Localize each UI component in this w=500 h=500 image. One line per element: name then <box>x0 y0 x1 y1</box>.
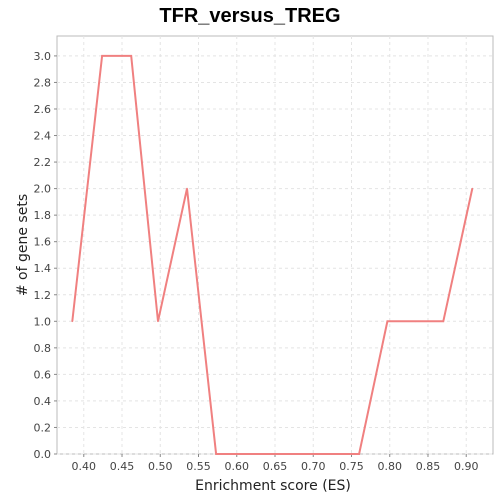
chart-title: TFR_versus_TREG <box>159 5 340 27</box>
y-tick-label: 3.0 <box>34 50 52 63</box>
x-tick-label: 0.75 <box>339 460 364 473</box>
y-tick-label: 2.2 <box>34 156 52 169</box>
data-point <box>186 187 188 190</box>
x-tick-label: 0.55 <box>186 460 211 473</box>
data-point <box>414 320 417 323</box>
y-tick-label: 0.4 <box>34 395 52 408</box>
y-tick-label: 1.2 <box>34 289 52 302</box>
x-tick-label: 0.85 <box>416 460 441 473</box>
y-tick-label: 2.0 <box>34 183 52 196</box>
data-point <box>245 453 247 455</box>
y-tick-label: 0.6 <box>34 368 52 381</box>
y-tick-label: 1.6 <box>34 236 52 249</box>
x-tick-label: 0.60 <box>225 460 250 473</box>
data-point <box>386 320 389 323</box>
x-tick-label: 0.45 <box>110 460 135 473</box>
x-tick-label: 0.80 <box>377 460 402 473</box>
y-tick-label: 1.8 <box>34 209 52 222</box>
y-tick-label: 0.2 <box>34 421 52 434</box>
x-tick-label: 0.40 <box>72 460 97 473</box>
x-tick-label: 0.70 <box>301 460 326 473</box>
data-point <box>471 187 474 190</box>
y-tick-label: 1.0 <box>34 315 52 328</box>
y-tick-label: 2.4 <box>34 130 52 143</box>
x-tick-label: 0.50 <box>148 460 173 473</box>
grid <box>57 36 493 455</box>
data-point <box>215 453 217 455</box>
y-tick-label: 2.8 <box>34 76 52 89</box>
series-group <box>71 54 474 455</box>
y-tick-label: 0.0 <box>34 448 52 461</box>
x-tick-label: 0.90 <box>454 460 479 473</box>
data-point <box>358 453 360 455</box>
data-point <box>274 453 276 455</box>
x-tick-label: 0.65 <box>263 460 288 473</box>
data-point <box>442 320 445 323</box>
data-point <box>157 320 159 323</box>
data-point <box>329 453 331 455</box>
axes: 0.0 0.2 0.4 0.6 0.8 1.0 1.2 1.4 1.6 1.8 2.0 2.2 2.4 2… <box>34 50 479 473</box>
data-point <box>130 55 132 57</box>
y-tick-label: 0.8 <box>34 342 52 355</box>
y-axis-label: # of gene sets <box>15 194 31 296</box>
x-axis-label: Enrichment score (ES) <box>195 478 351 494</box>
y-tick-label: 2.6 <box>34 103 52 116</box>
data-point <box>301 453 304 455</box>
y-tick-label: 1.4 <box>34 262 52 275</box>
data-point <box>101 55 103 57</box>
data-point <box>71 320 74 323</box>
